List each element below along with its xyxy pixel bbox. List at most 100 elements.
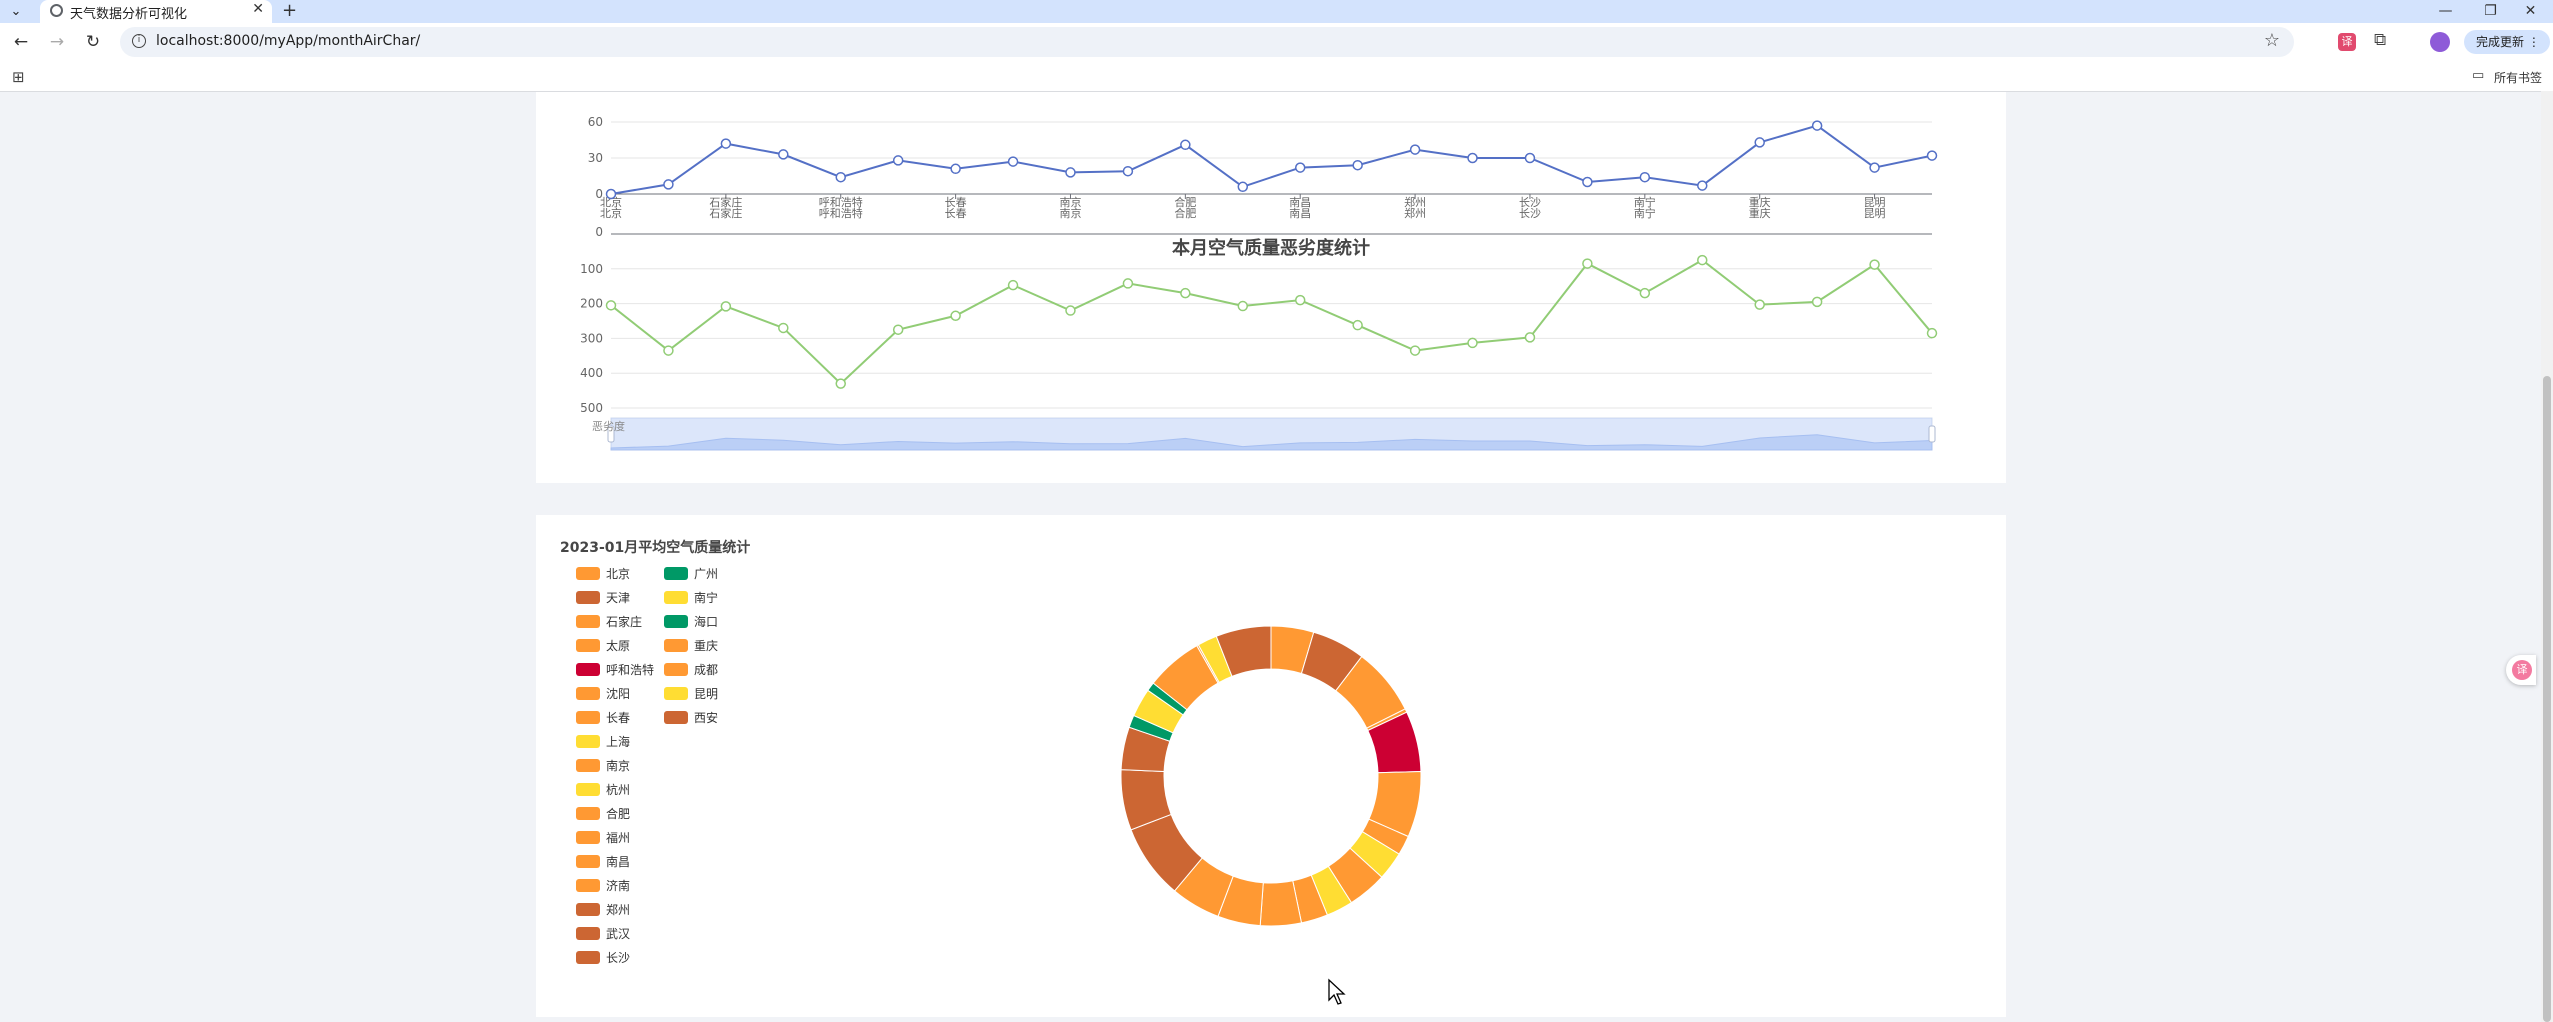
datazoom-label: 恶劣度: [592, 419, 625, 433]
legend-swatch: [576, 687, 600, 700]
x-tick-label-dup: 北京: [600, 206, 622, 220]
data-point: [1582, 176, 1593, 188]
forward-arrow-icon[interactable]: →: [49, 32, 65, 52]
legend-label: 海口: [694, 614, 718, 629]
data-point: [835, 378, 846, 389]
bookmark-star-icon[interactable]: ☆: [2263, 30, 2280, 51]
browser-toolbar: ← → ↻ i localhost:8000/myApp/monthAirCha…: [0, 23, 2553, 61]
apps-grid-icon[interactable]: ⊞: [12, 68, 25, 86]
all-bookmarks-link[interactable]: 所有书签: [2494, 71, 2543, 85]
legend-swatch: [576, 879, 600, 892]
x-tick-label-dup: 长春: [945, 207, 967, 220]
data-point: [892, 155, 904, 166]
restore-button[interactable]: ❐: [2484, 3, 2497, 19]
x-tick-label: 石家庄: [709, 195, 742, 209]
new-tab-button[interactable]: +: [282, 0, 298, 21]
data-point: [1869, 259, 1880, 270]
legend-label: 合肥: [606, 806, 630, 821]
data-point: [1811, 120, 1823, 131]
legend-swatch: [664, 711, 688, 724]
url-text[interactable]: localhost:8000/myApp/monthAirChar/: [156, 33, 421, 49]
legend-label: 南京: [606, 758, 630, 773]
x-tick-label: 北京: [600, 195, 622, 209]
datazoom-preview-area: [610, 434, 1933, 451]
air-quality-pie-card: 2023-01月平均空气质量统计 北京 天津 石家庄 太原 呼和浩特 沈阳 长春 上海 南京 杭州合…: [536, 515, 2006, 1017]
data-point: [663, 179, 674, 190]
data-point: [1237, 300, 1249, 312]
data-point: [892, 324, 904, 335]
legend-swatch: [664, 567, 688, 580]
update-button[interactable]: 完成更新 ⋮: [2464, 30, 2550, 54]
minimize-button[interactable]: —: [2438, 3, 2453, 19]
legend-label: 杭州: [606, 782, 630, 797]
y-tick-label: 400: [580, 366, 603, 380]
extensions-puzzle-icon[interactable]: ⧉: [2374, 30, 2387, 50]
pie-slice: [1215, 625, 1272, 678]
floating-translate-button[interactable]: 译: [2506, 655, 2536, 685]
legend-swatch: [576, 783, 600, 796]
legend-label: 天津: [606, 591, 630, 605]
y-tick-label: 100: [580, 262, 603, 276]
browser-tab[interactable]: 天气数据分析可视化 ✕: [40, 0, 272, 23]
data-point: [778, 149, 789, 160]
y-tick-label: 0: [595, 225, 603, 239]
back-arrow-icon[interactable]: ←: [13, 32, 29, 52]
legend-label: 济南: [606, 878, 630, 893]
legend-label: 重庆: [694, 639, 718, 653]
tab-title: 天气数据分析可视化: [70, 7, 188, 22]
x-tick-label: 长春: [945, 196, 967, 209]
data-point: [720, 301, 732, 312]
page-scrollbar[interactable]: [2541, 91, 2553, 1022]
x-tick-label: 南昌: [1289, 196, 1311, 209]
legend-swatch: [576, 807, 600, 820]
bookmarks-bar: ⊞ ▭ 所有书签: [0, 61, 2553, 92]
x-tick-label-dup: 昆明: [1864, 207, 1886, 220]
reload-icon[interactable]: ↻: [85, 32, 101, 52]
datazoom-selection: [611, 418, 1932, 450]
data-point: [1467, 152, 1478, 164]
x-tick-label: 合肥: [1174, 195, 1196, 209]
legend-swatch: [576, 951, 600, 964]
y-tick-label: 200: [580, 297, 603, 311]
data-point: [1697, 254, 1708, 266]
tab-close-icon[interactable]: ✕: [252, 1, 264, 17]
data-point: [1926, 150, 1938, 161]
legend-label: 上海: [606, 734, 630, 749]
legend-label: 长春: [606, 711, 630, 725]
legend-swatch: [664, 687, 688, 700]
legend-swatch: [576, 615, 600, 628]
legend-swatch: [576, 591, 600, 604]
legend-swatch: [664, 663, 688, 676]
scrollbar-thumb[interactable]: [2543, 376, 2551, 1022]
mouse-cursor-icon: [1328, 978, 1346, 1005]
translate-extension-icon[interactable]: 译: [2338, 33, 2356, 51]
datazoom-handle-left: [607, 425, 615, 443]
data-point: [1294, 162, 1306, 173]
legend-label: 太原: [606, 638, 630, 653]
y-tick-label: 30: [588, 151, 603, 165]
update-button-label: 完成更新: [2476, 35, 2525, 49]
site-info-icon[interactable]: i: [132, 34, 146, 48]
x-tick-label-dup: 石家庄: [709, 206, 742, 220]
data-point: [950, 163, 961, 175]
x-tick-label-dup: 南宁: [1634, 206, 1656, 220]
profile-avatar[interactable]: [2430, 32, 2450, 52]
y-tick-label: 0: [595, 187, 603, 201]
data-point: [663, 345, 674, 356]
data-point: [1524, 152, 1536, 164]
legend-label: 西安: [694, 710, 718, 725]
window-close-button[interactable]: ✕: [2524, 3, 2537, 19]
legend-label: 广州: [694, 567, 718, 581]
tab-search-chevron-down-icon[interactable]: ⌄: [10, 4, 22, 19]
y-tick-label: 60: [588, 115, 603, 129]
series-line-aqi: [610, 124, 1933, 195]
data-point: [1524, 332, 1536, 343]
data-point: [605, 188, 617, 200]
data-point: [950, 310, 961, 322]
data-point: [1007, 156, 1019, 167]
legend-label: 福州: [606, 830, 630, 845]
x-tick-label-dup: 郑州: [1404, 206, 1426, 220]
data-point: [1409, 144, 1421, 155]
data-point: [1639, 171, 1651, 183]
address-bar[interactable]: i localhost:8000/myApp/monthAirChar/ ☆: [120, 27, 2294, 57]
